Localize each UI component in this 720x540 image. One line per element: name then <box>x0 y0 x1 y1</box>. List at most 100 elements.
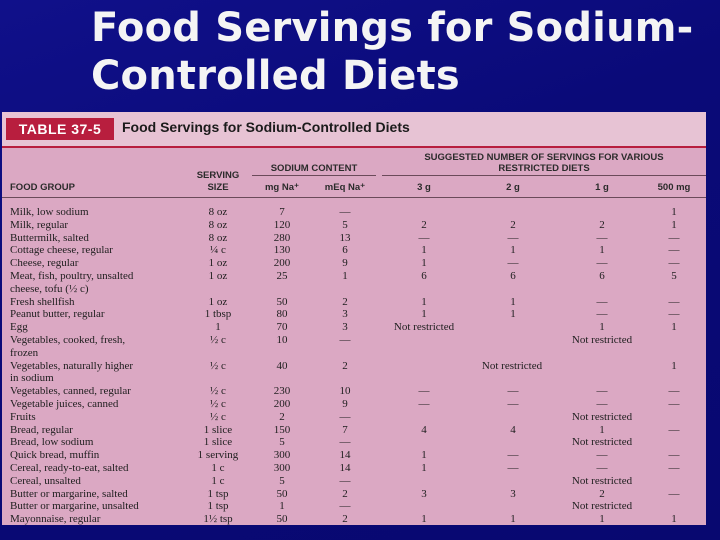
diet-1g-cell: Not restricted <box>571 500 633 513</box>
table-row: Butter or margarine, unsalted 1 tsp 1 — Not … <box>2 500 706 513</box>
table-body: Milk, low sodium 8 oz 7—1 Milk, regular 8 oz… <box>2 206 706 525</box>
diet-500mg-cell: 1 <box>671 206 677 218</box>
food-group-cell: Buttermilk, salted <box>10 231 89 244</box>
food-group-cell: Egg <box>10 321 28 334</box>
table-row: in sodium <box>2 372 706 385</box>
sodium-meq-cell: 2 <box>342 487 348 500</box>
header-serving-line-2: SIZE <box>207 182 229 193</box>
sodium-meq-cell: 13 <box>339 231 351 244</box>
header-500mg: 500 mg <box>657 182 691 193</box>
diet-2g-cell: 1 <box>510 513 516 525</box>
table-row: Vegetables, cooked, fresh, ½ c 10 — Not rest… <box>2 334 706 347</box>
table-row: Fresh shellfish 1 oz 50 2 1 1 — — <box>2 296 706 309</box>
diet-500mg-cell: 1 <box>671 513 677 525</box>
diet-500mg-cell: 1 <box>671 359 677 372</box>
diet-2g-cell: — <box>507 231 519 244</box>
table-row: frozen <box>2 347 706 360</box>
diet-3g-cell: 4 <box>421 423 427 436</box>
table-row: Mayonnaise, regular 1½ tsp 50 2 1 1 1 1 <box>2 513 706 525</box>
serving-size-cell: 1 serving <box>197 449 239 462</box>
sodium-mg-cell: 280 <box>273 231 291 244</box>
serving-size-cell: 1 <box>215 321 221 334</box>
food-group-cell: Vegetable juices, canned <box>10 397 119 410</box>
diet-500mg-cell: — <box>668 308 680 321</box>
sodium-meq-cell: 5 <box>342 218 348 231</box>
sodium-mg-cell: 130 <box>273 244 291 257</box>
diet-500mg-cell: 1 <box>671 218 677 231</box>
serving-size-cell: 1 slice <box>203 423 233 436</box>
table-row: cheese, tofu (½ c) <box>2 283 706 296</box>
sodium-meq-cell: 2 <box>342 359 348 372</box>
sodium-meq-cell: 2 <box>342 295 348 308</box>
table-row: Bread, low sodium 1 slice 5 — Not restricted <box>2 436 706 449</box>
sodium-meq-cell: — <box>339 436 351 449</box>
serving-size-cell: 8 oz <box>208 231 228 244</box>
diet-3g-cell: 1 <box>421 461 427 474</box>
serving-size-cell: ½ c <box>210 359 226 372</box>
diet-1g-cell: — <box>596 295 608 308</box>
serving-size-cell: ½ c <box>210 397 226 410</box>
header-suggested-line-1: SUGGESTED NUMBER OF SERVINGS FOR VARIOUS <box>424 152 664 163</box>
sodium-meq-cell: 14 <box>339 461 351 474</box>
diet-3g-cell: — <box>418 397 430 410</box>
diet-1g-cell: — <box>596 385 608 398</box>
header-bottom-rule <box>2 197 706 198</box>
diet-2g-cell: 1 <box>510 295 516 308</box>
sodium-meq-cell: — <box>339 206 351 218</box>
food-group-cell: Peanut butter, regular <box>10 308 105 321</box>
diet-1g-cell: 2 <box>599 487 605 500</box>
diet-1g-cell: Not restricted <box>571 410 633 423</box>
table-row: Egg 1 70 3 Not restricted 1 1 <box>2 321 706 334</box>
diet-1g-cell: Not restricted <box>571 333 633 346</box>
diet-500mg-cell: 5 <box>671 269 677 282</box>
table-row: Cereal, ready-to-eat, salted 1 c 300 14 1 — — — <box>2 462 706 475</box>
diet-2g-cell: — <box>507 461 519 474</box>
food-group-cell: Milk, regular <box>10 218 69 231</box>
diet-3g-cell: 1 <box>421 257 427 270</box>
serving-size-cell: 1 tsp <box>207 487 229 500</box>
header-suggested-line-2: RESTRICTED DIETS <box>498 163 590 174</box>
slide-title-line-1: Food Servings for Sodium- <box>91 5 694 51</box>
diet-2g-cell: 3 <box>510 487 516 500</box>
sodium-meq-cell: 3 <box>342 308 348 321</box>
sodium-mg-cell: 300 <box>273 461 291 474</box>
serving-size-cell: 1 c <box>211 461 225 474</box>
header-1g: 1 g <box>595 182 609 193</box>
serving-size-cell: 1 tsp <box>207 500 229 513</box>
diet-1g-cell: — <box>596 449 608 462</box>
food-group-cell: Fresh shellfish <box>10 295 75 308</box>
sodium-mg-cell: 230 <box>273 385 291 398</box>
diet-2g-cell: — <box>507 385 519 398</box>
food-group-cell: Vegetables, cooked, fresh, <box>10 333 126 346</box>
diet-2g-cell: 1 <box>510 244 516 257</box>
diet-2g-cell: — <box>507 257 519 270</box>
sodium-mg-cell: 40 <box>276 359 288 372</box>
diet-1g-cell: — <box>596 257 608 270</box>
diet-1g-cell: 1 <box>599 423 605 436</box>
diet-1g-cell: 1 <box>599 321 605 334</box>
diet-3g-cell: 3 <box>421 487 427 500</box>
food-group-cell: Vegetables, naturally higher <box>10 359 134 372</box>
table-row: Butter or margarine, salted 1 tsp 50 2 3 3 2 — <box>2 488 706 501</box>
diet-1g-cell: 6 <box>599 269 605 282</box>
food-group-cell: Cheese, regular <box>10 257 79 270</box>
sodium-mg-cell: 5 <box>279 436 285 449</box>
food-group-cell: Bread, regular <box>10 423 73 436</box>
serving-size-cell: 8 oz <box>208 206 228 218</box>
table-row: Meat, fish, poultry, unsalted 1 oz 25 1 6 6 6 5 <box>2 270 706 283</box>
diet-500mg-cell: — <box>668 231 680 244</box>
food-group-cell: Cereal, unsalted <box>10 474 81 487</box>
sodium-meq-cell: 3 <box>342 321 348 334</box>
diet-3g-cell: 1 <box>421 449 427 462</box>
food-group-cell: Vegetables, canned, regular <box>10 385 131 398</box>
table-row: Vegetables, canned, regular ½ c 230 10 — — — — <box>2 385 706 398</box>
sodium-meq-cell: 6 <box>342 244 348 257</box>
food-group-cell: Butter or margarine, salted <box>10 487 128 500</box>
food-group-cell: Meat, fish, poultry, unsalted <box>10 269 134 282</box>
table-row: Milk, regular 8 oz 120 5 2 2 2 1 <box>2 219 706 232</box>
serving-size-cell: 8 oz <box>208 218 228 231</box>
slide-title: Food Servings for Sodium- Controlled Die… <box>91 4 693 100</box>
table-caption-bar: TABLE 37-5 Food Servings for Sodium-Cont… <box>2 112 706 146</box>
serving-size-cell: ½ c <box>210 385 226 398</box>
diet-2g-cell: — <box>507 397 519 410</box>
